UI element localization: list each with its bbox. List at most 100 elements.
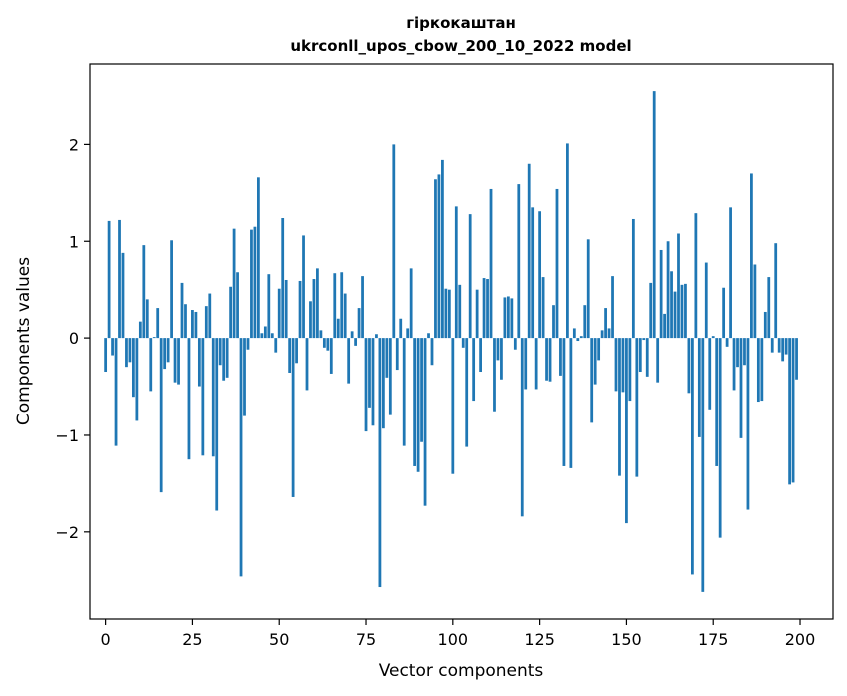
bar (392, 144, 396, 339)
bar (625, 338, 628, 524)
y-tick-label: −2 (55, 523, 79, 542)
bar (427, 333, 430, 339)
bar (208, 293, 212, 339)
bar (163, 338, 167, 370)
bar (364, 338, 368, 432)
bar (760, 338, 764, 402)
x-axis-ticks: 0 25 50 75 100 125 150 175 200 (101, 619, 816, 649)
bar (347, 338, 351, 384)
bar (677, 233, 680, 339)
x-tick-label: 0 (101, 630, 111, 649)
x-tick-label: 200 (785, 630, 816, 649)
bar (708, 338, 712, 410)
y-axis-label: Components values (14, 257, 34, 425)
x-tick-label: 150 (611, 630, 642, 649)
bar (649, 282, 653, 339)
bar (621, 338, 625, 393)
bar (378, 338, 382, 588)
bar (437, 174, 441, 339)
bar (652, 91, 656, 339)
bar (107, 220, 111, 339)
bar (284, 279, 288, 339)
bar (416, 338, 420, 472)
bar (468, 214, 472, 339)
bar (125, 338, 128, 368)
bar (461, 338, 465, 348)
bar (402, 338, 406, 446)
bar (368, 338, 371, 408)
bar (420, 338, 423, 442)
bar (399, 318, 403, 339)
bar (482, 278, 486, 339)
bar (260, 333, 264, 339)
bar (711, 336, 715, 339)
bar (743, 338, 746, 366)
bar (257, 177, 260, 339)
bar (409, 268, 413, 339)
bar (145, 299, 149, 339)
bar (465, 338, 469, 447)
bar (159, 338, 163, 493)
bar (680, 284, 684, 339)
bar (229, 286, 233, 339)
bar (270, 333, 274, 339)
bar (777, 338, 781, 353)
bar (753, 264, 757, 339)
bar (138, 321, 142, 339)
bar (187, 338, 191, 460)
bar (579, 336, 583, 339)
bar (472, 338, 476, 402)
bar (447, 289, 451, 339)
bar (329, 338, 333, 374)
bar (736, 338, 739, 368)
bar (586, 239, 590, 339)
bar (253, 226, 257, 339)
bar (704, 262, 708, 339)
bar (566, 143, 569, 339)
bar (503, 297, 507, 339)
bar (715, 338, 719, 466)
bar (756, 338, 760, 403)
bar (239, 338, 243, 577)
y-tick-label: 0 (69, 329, 79, 348)
bar (638, 338, 642, 373)
bar (524, 338, 528, 390)
y-axis-ticks: −2 −1 0 1 2 (55, 135, 90, 542)
bar (343, 293, 347, 339)
y-tick-label: −1 (55, 426, 79, 445)
bar (132, 338, 135, 398)
bar (319, 330, 323, 339)
bar (517, 184, 521, 339)
bar (326, 338, 330, 351)
bar (628, 338, 632, 402)
bar (243, 338, 246, 416)
bar (531, 207, 535, 339)
bar (559, 338, 562, 376)
bar (788, 338, 791, 485)
bar (388, 338, 392, 415)
bar (204, 306, 208, 339)
bar (263, 326, 267, 339)
bar (670, 271, 673, 339)
bar (444, 288, 448, 339)
bar (534, 338, 538, 390)
bar (135, 338, 139, 421)
bar (763, 311, 767, 339)
bar (454, 206, 458, 339)
bar (597, 338, 601, 361)
bar (180, 282, 184, 339)
bar (267, 274, 271, 339)
bar (500, 338, 503, 380)
bar (218, 338, 222, 366)
bar (291, 338, 295, 497)
bar (725, 338, 729, 347)
bar (305, 338, 309, 391)
bar (385, 338, 389, 378)
bar (184, 304, 187, 339)
x-tick-label: 25 (182, 630, 202, 649)
bar (659, 249, 663, 339)
y-tick-label: 1 (69, 232, 79, 251)
bar (510, 298, 514, 339)
bar (739, 338, 743, 438)
